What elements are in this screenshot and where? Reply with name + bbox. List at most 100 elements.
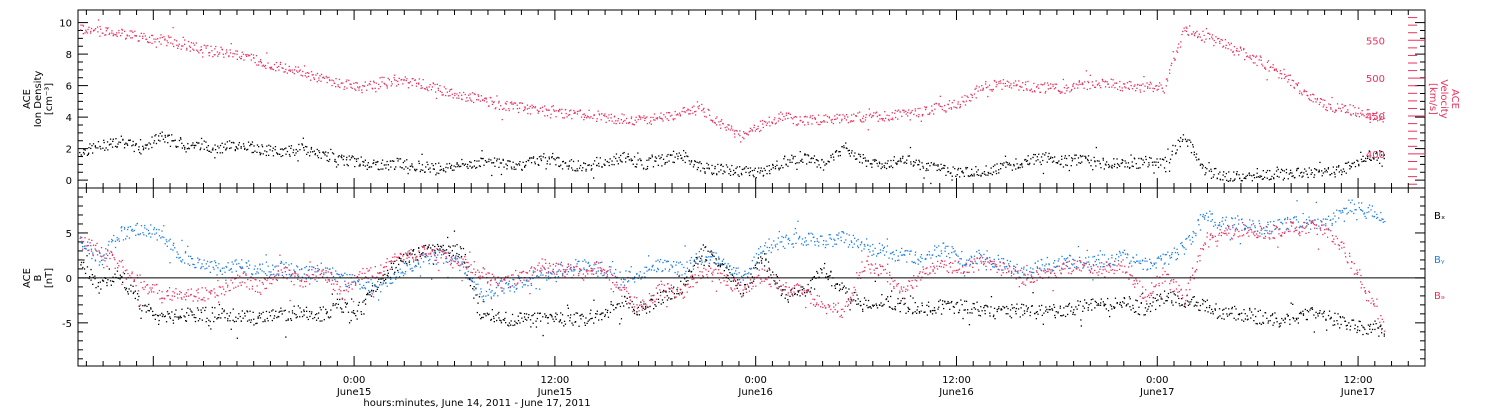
data-point xyxy=(541,272,542,273)
data-point xyxy=(958,312,959,313)
data-point xyxy=(1026,305,1027,306)
data-point xyxy=(1223,46,1224,47)
data-point xyxy=(749,175,750,176)
data-point xyxy=(1156,300,1157,301)
data-point xyxy=(409,169,410,170)
data-point xyxy=(1242,180,1243,181)
data-point xyxy=(993,316,994,317)
data-point xyxy=(498,102,499,103)
data-point xyxy=(469,97,470,98)
data-point xyxy=(160,314,161,315)
data-point xyxy=(1199,34,1200,35)
data-point xyxy=(549,158,550,159)
data-point xyxy=(148,42,149,43)
data-point xyxy=(100,29,101,30)
data-point xyxy=(1036,318,1037,319)
data-point xyxy=(492,101,493,102)
data-point xyxy=(571,118,572,119)
data-point xyxy=(324,319,325,320)
data-point xyxy=(309,316,310,317)
data-point xyxy=(502,119,503,120)
data-point xyxy=(455,245,456,246)
data-point xyxy=(906,113,907,114)
data-point xyxy=(587,323,588,324)
data-point xyxy=(132,231,133,232)
data-point xyxy=(775,168,776,169)
data-point xyxy=(475,94,476,95)
data-point xyxy=(145,148,146,149)
data-point xyxy=(375,88,376,89)
data-point xyxy=(913,161,914,162)
data-point xyxy=(860,119,861,120)
data-point xyxy=(459,270,460,271)
data-point xyxy=(452,94,453,95)
data-point xyxy=(737,279,738,280)
data-point xyxy=(748,168,749,169)
data-point xyxy=(873,115,874,116)
data-point xyxy=(643,115,644,116)
data-point xyxy=(443,263,444,264)
data-point xyxy=(232,53,233,54)
data-point xyxy=(910,161,911,162)
data-point xyxy=(390,166,391,167)
data-point xyxy=(217,152,218,153)
data-point xyxy=(361,311,362,312)
data-point xyxy=(884,120,885,121)
data-point xyxy=(218,317,219,318)
data-point xyxy=(660,292,661,293)
data-point xyxy=(712,120,713,121)
data-point xyxy=(972,95,973,96)
data-point xyxy=(667,118,668,119)
data-point xyxy=(248,142,249,143)
data-point xyxy=(524,316,525,317)
data-point xyxy=(523,162,524,163)
data-point xyxy=(1009,87,1010,88)
data-point xyxy=(305,146,306,147)
data-point xyxy=(193,50,194,51)
data-point xyxy=(687,280,688,281)
data-point xyxy=(902,156,903,157)
data-point xyxy=(915,108,916,109)
data-point xyxy=(734,136,735,137)
data-point xyxy=(210,262,211,263)
data-point xyxy=(416,83,417,84)
data-point xyxy=(1317,98,1318,99)
data-point xyxy=(1022,82,1023,83)
data-point xyxy=(718,265,719,266)
data-point xyxy=(590,310,591,311)
data-point xyxy=(334,161,335,162)
data-point xyxy=(354,313,355,314)
data-point xyxy=(446,249,447,250)
data-point xyxy=(306,317,307,318)
data-point xyxy=(583,316,584,317)
data-point xyxy=(201,267,202,268)
data-point xyxy=(662,291,663,292)
data-point xyxy=(107,141,108,142)
data-point xyxy=(582,114,583,115)
data-point xyxy=(545,157,546,158)
data-point xyxy=(907,115,908,116)
data-point xyxy=(1206,28,1207,29)
data-point xyxy=(244,313,245,314)
data-point xyxy=(1184,28,1185,29)
data-point xyxy=(686,281,687,282)
data-point xyxy=(125,238,126,239)
data-point xyxy=(1040,84,1041,85)
data-point xyxy=(198,142,199,143)
data-point xyxy=(111,285,112,286)
data-point xyxy=(431,163,432,164)
data-point xyxy=(1212,311,1213,312)
data-point xyxy=(173,243,174,244)
data-point xyxy=(1032,292,1033,293)
data-point xyxy=(585,163,586,164)
data-point xyxy=(1326,170,1327,171)
data-point xyxy=(225,53,226,54)
data-point xyxy=(325,309,326,310)
data-point xyxy=(1177,52,1178,53)
data-point xyxy=(801,286,802,287)
data-point xyxy=(1066,90,1067,91)
data-point xyxy=(1286,172,1287,173)
data-point xyxy=(506,103,507,104)
data-point xyxy=(192,314,193,315)
data-point xyxy=(156,229,157,230)
